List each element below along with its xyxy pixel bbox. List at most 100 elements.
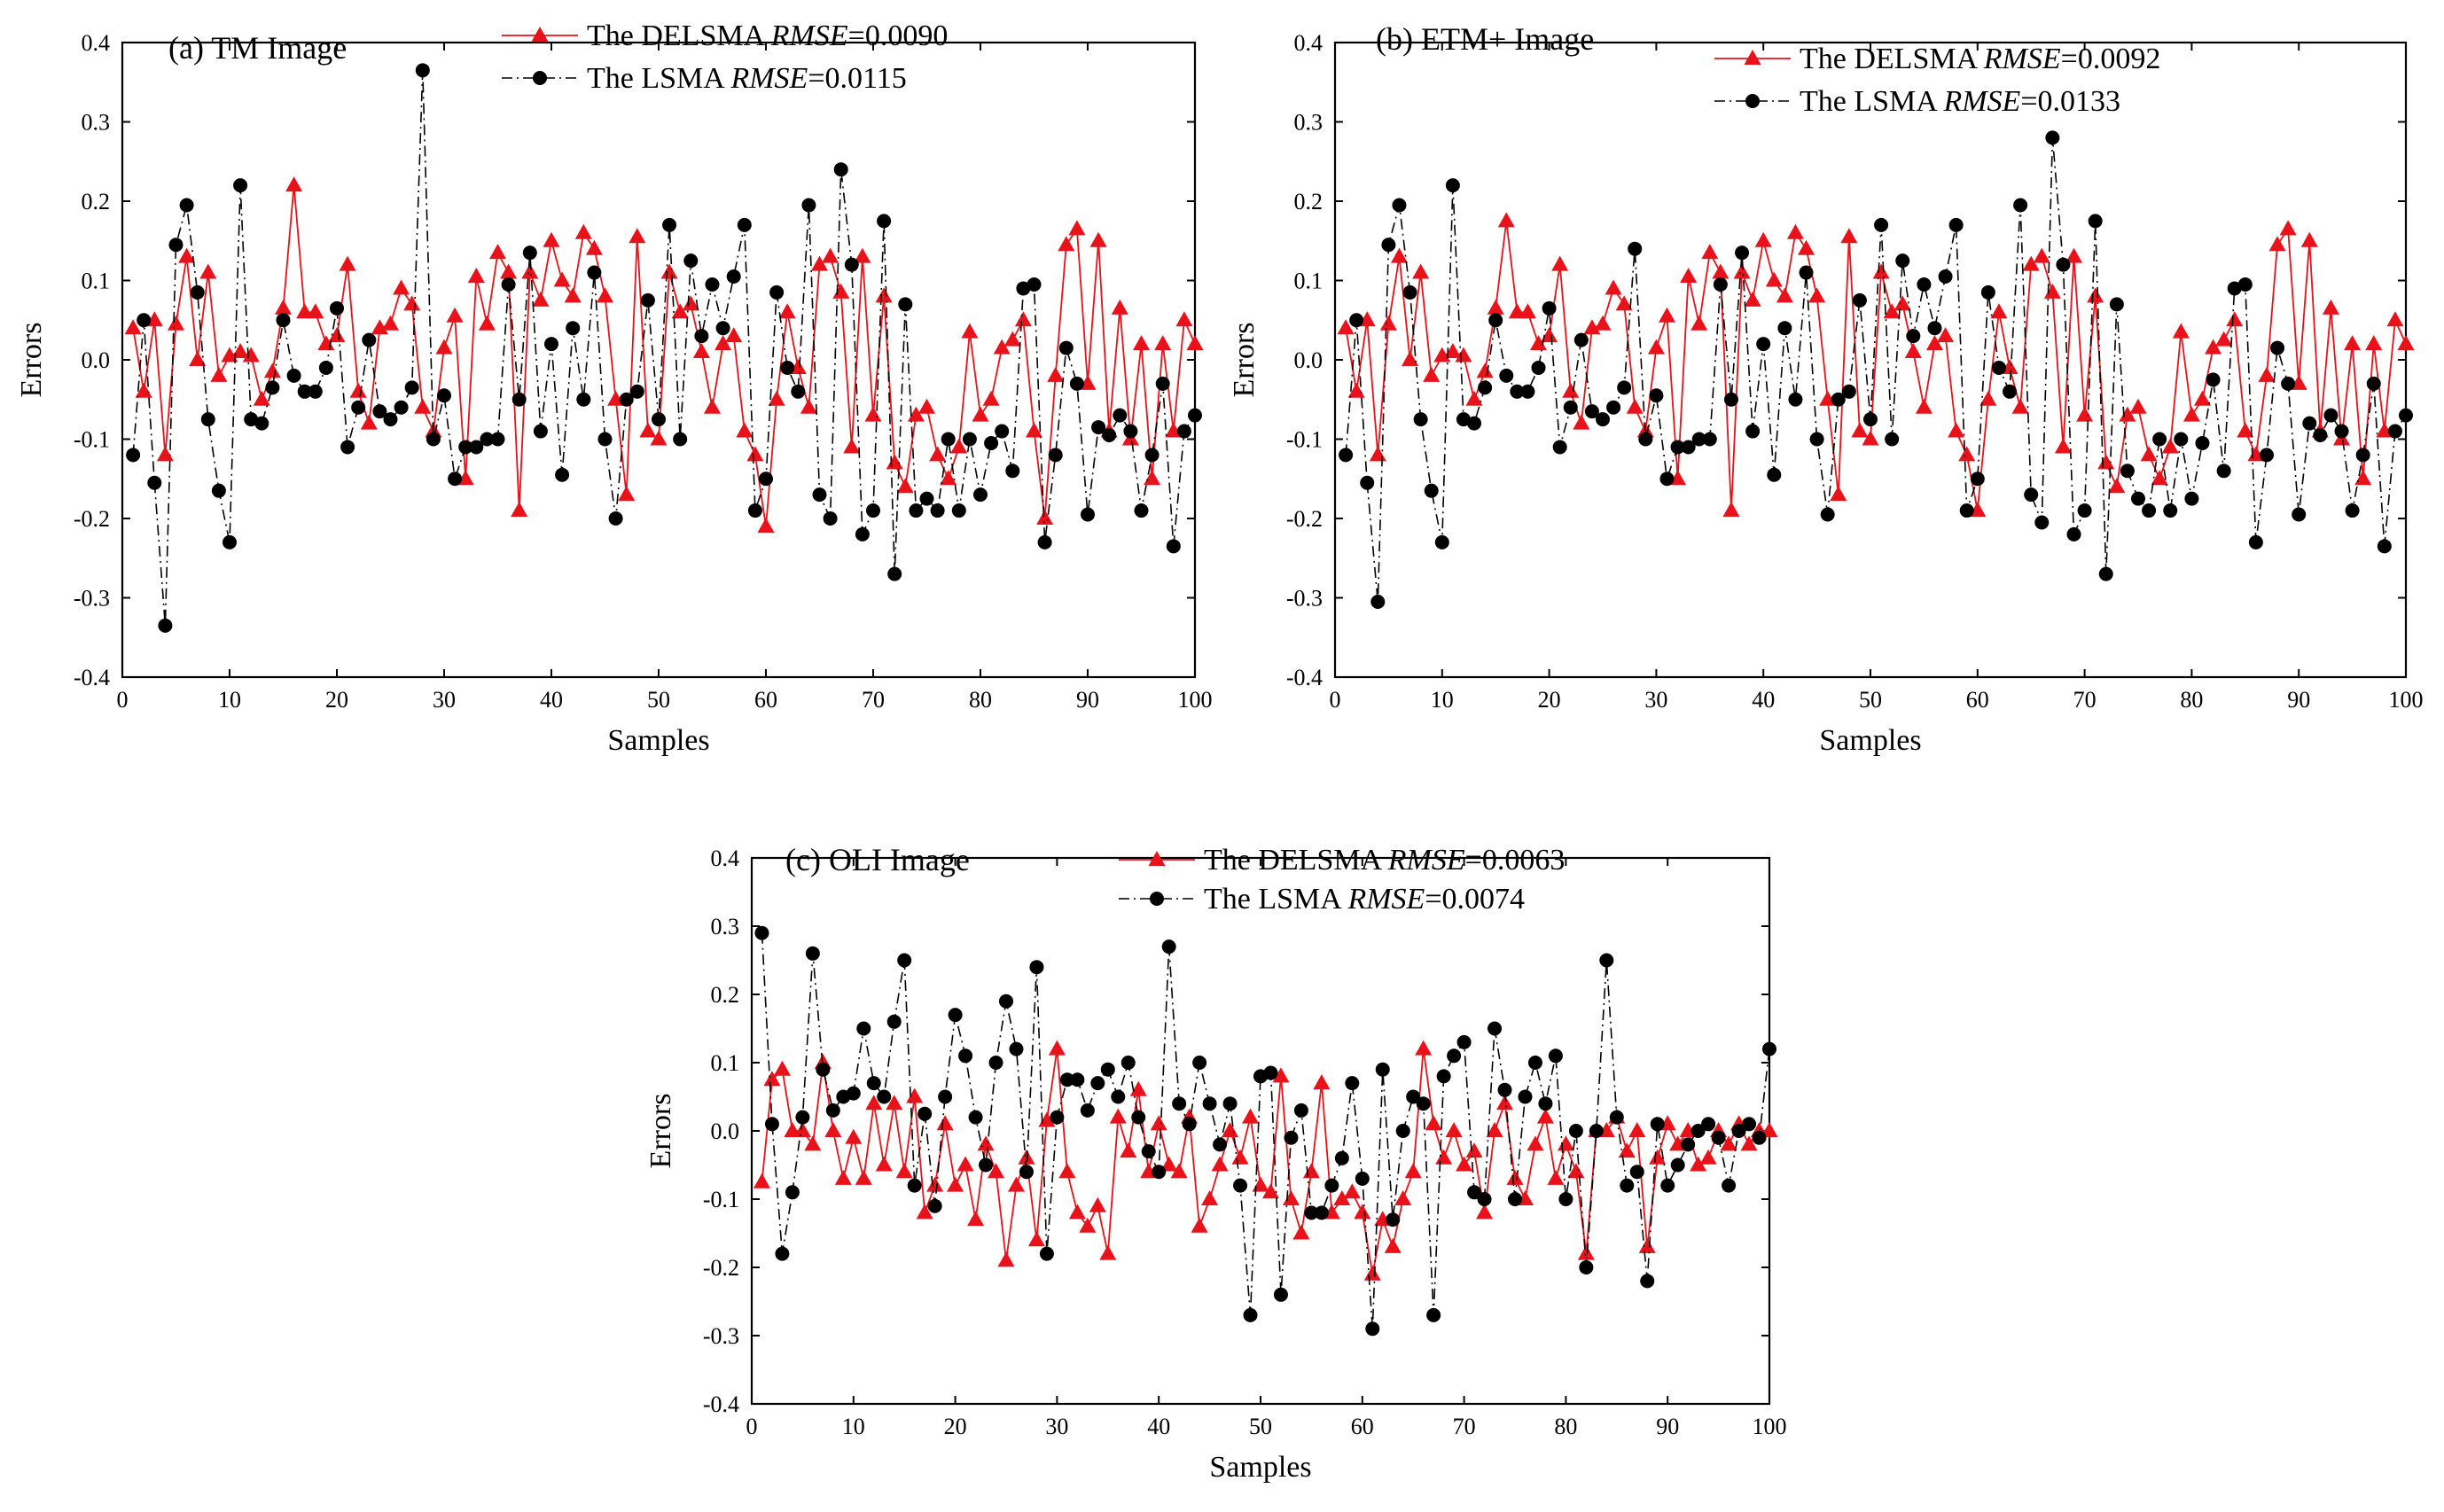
data-point-triangle bbox=[773, 1060, 791, 1076]
data-point-circle bbox=[522, 246, 537, 261]
data-point-triangle bbox=[2108, 478, 2126, 494]
panel-title: (b) ETM+ Image bbox=[1376, 21, 1594, 57]
series-lsma bbox=[754, 925, 1776, 1337]
data-point-circle bbox=[1048, 448, 1063, 463]
data-point-triangle bbox=[936, 1115, 954, 1131]
data-point-circle bbox=[1123, 424, 1138, 439]
data-point-circle bbox=[2334, 424, 2349, 439]
data-point-triangle bbox=[864, 406, 882, 422]
data-point-circle bbox=[1005, 464, 1020, 479]
data-point-triangle bbox=[896, 478, 914, 494]
data-point-triangle bbox=[822, 247, 839, 263]
data-point-triangle bbox=[834, 1169, 852, 1185]
data-point-circle bbox=[1172, 1096, 1187, 1111]
data-point-circle bbox=[1392, 198, 1407, 213]
data-point-triangle bbox=[521, 263, 539, 279]
data-point-circle bbox=[737, 217, 752, 232]
data-point-circle bbox=[1027, 277, 1042, 292]
data-point-circle bbox=[1152, 1165, 1167, 1180]
data-point-circle bbox=[1809, 432, 1824, 447]
data-point-circle bbox=[823, 511, 838, 526]
data-point-triangle bbox=[446, 307, 464, 323]
data-point-circle bbox=[1980, 284, 1995, 300]
y-tick-label: 0.0 bbox=[1294, 347, 1324, 373]
data-point-triangle bbox=[2054, 438, 2072, 454]
legend-marker-circle bbox=[1150, 892, 1164, 906]
data-point-triangle bbox=[982, 390, 1000, 406]
data-point-triangle bbox=[543, 231, 560, 247]
data-point-circle bbox=[1629, 1165, 1644, 1180]
data-point-circle bbox=[1467, 416, 1482, 431]
y-tick-label: 0.3 bbox=[1294, 110, 1324, 136]
data-point-triangle bbox=[210, 366, 228, 382]
data-point-circle bbox=[855, 526, 870, 542]
panel-a-tm-image: 0 10 20 30 40 50 60 70 80 90 100 -0.4 -0.3 -0.2 -0.1 0.… bbox=[15, 19, 1213, 757]
data-point-circle bbox=[2281, 376, 2296, 391]
data-point-triangle bbox=[947, 1176, 964, 1192]
data-point-triangle bbox=[1048, 1040, 1066, 1056]
data-point-circle bbox=[244, 412, 259, 427]
data-point-triangle bbox=[2076, 406, 2094, 422]
data-point-triangle bbox=[349, 382, 367, 398]
data-point-triangle bbox=[1347, 382, 1365, 398]
x-tick-label: 80 bbox=[1554, 1414, 1577, 1439]
data-point-circle bbox=[1752, 1130, 1767, 1145]
data-point-circle bbox=[1508, 1192, 1522, 1206]
data-point-circle bbox=[1548, 1048, 1563, 1064]
data-point-circle bbox=[2066, 526, 2081, 542]
data-point-triangle bbox=[918, 398, 935, 414]
legend-label: The DELSMA RMSE=0.0090 bbox=[587, 19, 948, 52]
data-point-triangle bbox=[1851, 422, 1869, 438]
data-point-triangle bbox=[1337, 319, 1355, 335]
data-point-circle bbox=[1542, 300, 1557, 316]
data-point-circle bbox=[1713, 277, 1728, 292]
data-point-circle bbox=[984, 435, 999, 450]
data-point-circle bbox=[941, 432, 956, 447]
data-point-circle bbox=[909, 503, 924, 518]
data-point-triangle bbox=[1242, 1108, 1260, 1124]
data-point-triangle bbox=[793, 1122, 811, 1137]
data-point-circle bbox=[1690, 1124, 1706, 1138]
data-point-triangle bbox=[1628, 1122, 1646, 1137]
data-point-circle bbox=[968, 1110, 983, 1125]
data-point-circle bbox=[1722, 1178, 1737, 1193]
data-point-circle bbox=[919, 491, 934, 506]
y-tick-label: -0.3 bbox=[74, 586, 110, 612]
data-point-circle bbox=[1284, 1130, 1299, 1145]
legend-metric: RMSE bbox=[1347, 883, 1425, 916]
data-point-triangle bbox=[2043, 283, 2061, 299]
data-point-circle bbox=[2013, 198, 2028, 213]
data-point-circle bbox=[877, 1089, 892, 1104]
data-point-triangle bbox=[597, 287, 613, 303]
data-point-circle bbox=[1029, 960, 1044, 975]
data-point-triangle bbox=[1680, 268, 1698, 284]
data-point-circle bbox=[2163, 503, 2178, 518]
data-point-circle bbox=[233, 178, 248, 193]
legend-series-name: The LSMA bbox=[587, 62, 725, 95]
data-point-triangle bbox=[639, 422, 657, 438]
legend-marker-triangle bbox=[1744, 50, 1761, 65]
data-point-circle bbox=[437, 388, 451, 403]
y-tick-label: 0.4 bbox=[82, 30, 111, 56]
data-point-triangle bbox=[2258, 366, 2276, 382]
data-point-triangle bbox=[478, 315, 496, 331]
data-point-circle bbox=[544, 337, 558, 352]
x-tick-label: 90 bbox=[2287, 687, 2310, 713]
y-tick-label: -0.1 bbox=[1286, 427, 1323, 453]
data-point-triangle bbox=[1722, 502, 1740, 518]
data-point-triangle bbox=[1948, 422, 1965, 438]
data-point-circle bbox=[917, 1106, 933, 1121]
data-point-triangle bbox=[997, 1251, 1015, 1267]
data-point-triangle bbox=[1036, 510, 1054, 525]
data-point-circle bbox=[1144, 448, 1160, 463]
data-point-circle bbox=[1520, 384, 1535, 399]
data-point-triangle bbox=[1191, 1217, 1208, 1233]
data-point-circle bbox=[2323, 408, 2339, 423]
data-point-circle bbox=[1081, 507, 1095, 522]
data-point-circle bbox=[1090, 1076, 1105, 1091]
data-point-circle bbox=[683, 253, 699, 269]
data-point-circle bbox=[930, 503, 945, 518]
data-point-triangle bbox=[704, 398, 721, 414]
data-point-circle bbox=[1691, 432, 1706, 447]
legend-metric-value: =0.0133 bbox=[2020, 85, 2120, 118]
